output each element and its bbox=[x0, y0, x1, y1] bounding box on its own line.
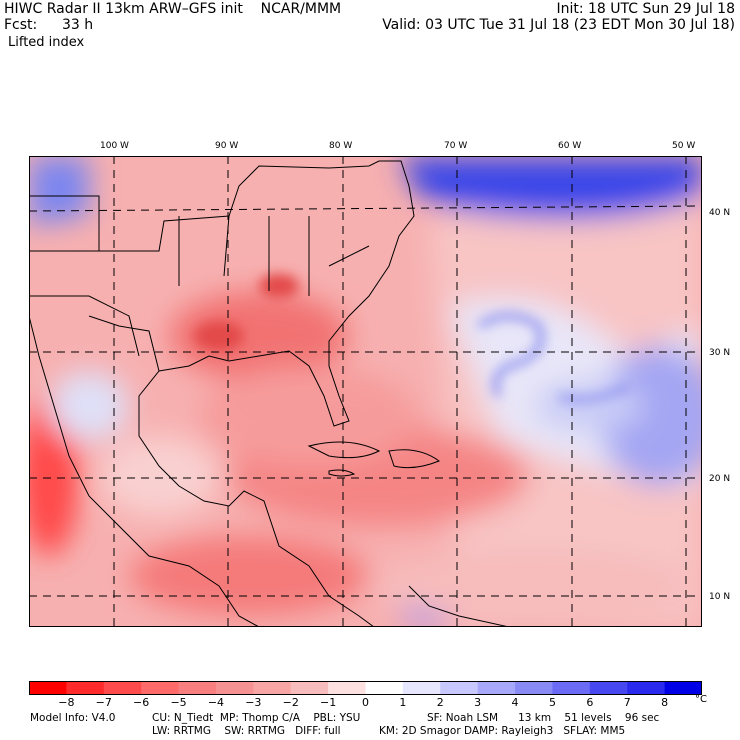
colorbar-swatch bbox=[215, 681, 254, 695]
colorbar-tick-label: 0 bbox=[362, 696, 369, 709]
lon-label-90w: 90 W bbox=[215, 141, 239, 151]
lifted-index-map bbox=[19, 156, 719, 628]
colorbar-swatch bbox=[365, 681, 404, 695]
lat-label-30n: 30 N bbox=[709, 348, 731, 358]
colorbar-tick-label: −8 bbox=[58, 696, 75, 709]
init-time: Init: 18 UTC Sun 29 Jul 18 bbox=[556, 1, 735, 17]
lon-label-100w: 100 W bbox=[100, 141, 129, 151]
graticule bbox=[28, 156, 703, 627]
colorbar-tick-label: −4 bbox=[207, 696, 225, 709]
colorbar-swatch bbox=[440, 681, 479, 695]
coastlines bbox=[28, 160, 510, 628]
colorbar-swatch bbox=[328, 681, 366, 695]
colorbar-swatch bbox=[66, 681, 105, 695]
colorbar-tick-label: −6 bbox=[133, 696, 150, 709]
colorbar bbox=[29, 680, 703, 695]
colorbar-swatch bbox=[477, 681, 516, 695]
map-frame bbox=[29, 156, 702, 627]
colorbar-swatch bbox=[515, 681, 553, 695]
colorbar-tick-label: −3 bbox=[245, 696, 262, 709]
colorbar-swatch bbox=[402, 681, 441, 695]
model-info-physics: CU: N_Tiedt MP: Thomp C/A PBL: YSU bbox=[152, 712, 361, 724]
colorbar-tick-label: 2 bbox=[436, 696, 444, 709]
lon-label-70w: 70 W bbox=[444, 141, 468, 151]
colorbar-tick-label: 6 bbox=[586, 696, 594, 709]
colorbar-swatch bbox=[664, 681, 703, 695]
model-info-diffusion: KM: 2D Smagor DAMP: Rayleigh3 SFLAY: MM5 bbox=[379, 725, 626, 737]
colorbar-swatch bbox=[589, 681, 628, 695]
lat-label-20n: 20 N bbox=[709, 474, 731, 484]
colorbar-unit: °C bbox=[695, 694, 707, 705]
model-info-grid: SF: Noah LSM 13 km 51 levels 96 sec bbox=[427, 712, 660, 724]
colorbar-swatch bbox=[627, 681, 666, 695]
lon-label-60w: 60 W bbox=[558, 141, 582, 151]
colorbar-swatch bbox=[29, 681, 67, 695]
lat-label-10n: 10 N bbox=[709, 592, 731, 602]
forecast-hour: 33 h bbox=[62, 17, 94, 33]
colorbar-tick-label: −1 bbox=[320, 696, 337, 709]
model-info-version: Model Info: V4.0 bbox=[30, 712, 116, 724]
model-title: HIWC Radar II 13km ARW–GFS init NCAR/MMM bbox=[4, 1, 342, 17]
colorbar-tick-label: 1 bbox=[399, 696, 407, 709]
map-svg bbox=[19, 156, 719, 628]
valid-time: Valid: 03 UTC Tue 31 Jul 18 (23 EDT Mon … bbox=[382, 17, 735, 33]
colorbar-tick-label: 3 bbox=[474, 696, 482, 709]
lat-label-40n: 40 N bbox=[709, 208, 731, 218]
colorbar-tick-label: 5 bbox=[548, 696, 556, 709]
colorbar-tick-label: 8 bbox=[661, 696, 669, 709]
colorbar-swatch bbox=[141, 681, 180, 695]
colorbar-swatch bbox=[552, 681, 591, 695]
colorbar-swatch bbox=[103, 681, 142, 695]
colorbar-frame bbox=[29, 681, 702, 695]
model-info-radiation: LW: RRTMG SW: RRTMG DIFF: full bbox=[152, 725, 341, 737]
field-name: Lifted index bbox=[8, 35, 85, 50]
field-shading bbox=[19, 156, 719, 627]
colorbar-tick-label: 7 bbox=[623, 696, 631, 709]
colorbar-swatch bbox=[253, 681, 292, 695]
colorbar-tick-label: −7 bbox=[95, 696, 112, 709]
forecast-label: Fcst: bbox=[4, 17, 38, 33]
colorbar-swatch bbox=[290, 681, 329, 695]
colorbar-tick-label: −5 bbox=[170, 696, 187, 709]
lon-label-50w: 50 W bbox=[672, 141, 696, 151]
lon-label-80w: 80 W bbox=[329, 141, 353, 151]
colorbar-svg bbox=[29, 681, 703, 695]
colorbar-swatch bbox=[178, 681, 217, 695]
colorbar-tick-label: −2 bbox=[282, 696, 299, 709]
colorbar-tick-label: 4 bbox=[511, 696, 519, 709]
